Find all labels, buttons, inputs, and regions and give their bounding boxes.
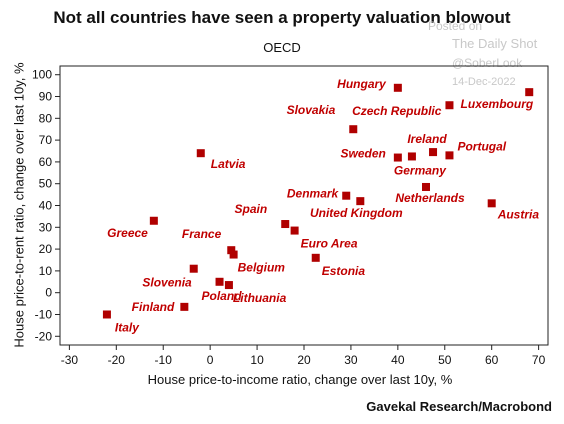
y-tick-label: 20 [39,242,53,256]
point-label-estonia: Estonia [322,264,366,278]
point-marker-finland [180,302,189,311]
watermark-posted: Posted on [428,19,483,33]
source-credit: Gavekal Research/Macrobond [366,399,552,414]
x-tick-label: 60 [485,353,499,367]
point-marker-czech-republic [445,101,454,110]
x-tick-label: 50 [438,353,452,367]
point-marker-slovakia [349,125,358,134]
point-label-portugal: Portugal [457,139,506,153]
y-tick-label: 60 [39,155,53,169]
point-label-netherlands: Netherlands [395,191,465,205]
point-marker-sweden [393,153,402,162]
x-axis-label: House price-to-income ratio, change over… [147,372,453,387]
point-marker-portugal [445,151,454,160]
point-label-united-kingdom: United Kingdom [310,206,403,220]
point-marker-luxembourg [525,88,534,97]
chart-subtitle: OECD [263,40,301,55]
point-label-france: France [182,227,222,241]
point-marker-belgium [229,250,238,259]
point-label-lithuania: Lithuania [233,291,287,305]
point-marker-france [227,246,236,255]
y-tick-label: 90 [39,90,53,104]
y-tick-label: -10 [35,307,53,321]
point-label-denmark: Denmark [287,187,340,201]
y-tick-label: 0 [45,286,52,300]
watermark-source: The Daily Shot [452,36,538,51]
point-label-belgium: Belgium [238,261,286,275]
point-label-austria: Austria [497,207,540,221]
chart-title: Not all countries have seen a property v… [53,8,511,27]
y-tick-label: -20 [35,329,53,343]
point-label-slovenia: Slovenia [142,276,192,290]
point-label-hungary: Hungary [337,77,387,91]
point-marker-netherlands [422,182,430,191]
y-tick-label: 70 [39,133,53,147]
point-label-czech-republic: Czech Republic [352,104,442,118]
point-label-finland: Finland [132,300,175,314]
y-tick-label: 40 [39,199,53,213]
point-marker-hungary [393,83,402,92]
y-tick-label: 10 [39,264,53,278]
x-tick-label: 30 [344,353,358,367]
point-label-slovakia: Slovakia [287,103,336,117]
point-marker-estonia [311,253,320,262]
point-marker-spain [281,220,290,229]
x-tick-label: 70 [532,353,546,367]
x-tick-label: 10 [250,353,264,367]
point-label-euro-area: Euro Area [301,237,358,251]
x-tick-label: -20 [108,353,126,367]
point-marker-greece [149,216,158,225]
point-marker-united-kingdom [356,197,365,206]
point-marker-latvia [196,149,205,158]
point-label-poland: Poland [202,289,243,303]
x-tick-label: 40 [391,353,405,367]
watermark-date: 14-Dec-2022 [452,76,516,88]
y-axis-label: House price-to-rent ratio, change over l… [11,62,27,348]
point-marker-austria [487,199,496,208]
x-tick-label: -10 [155,353,173,367]
y-tick-label: 100 [32,68,52,82]
point-marker-germany [407,152,416,161]
point-marker-poland [215,277,224,286]
point-marker-italy [102,310,111,319]
x-tick-label: 20 [297,353,311,367]
point-label-greece: Greece [107,226,148,240]
point-label-luxembourg: Luxembourg [461,97,534,111]
point-label-germany: Germany [394,163,447,177]
y-tick-label: 30 [39,220,53,234]
x-tick-label: -30 [61,353,79,367]
point-label-italy: Italy [115,320,140,334]
y-tick-label: 50 [39,177,53,191]
x-tick-label: 0 [207,353,214,367]
y-tick-label: 80 [39,111,53,125]
point-label-spain: Spain [235,202,268,216]
point-label-sweden: Sweden [340,147,385,161]
point-marker-lithuania [224,281,233,290]
point-marker-slovenia [189,264,198,273]
point-label-ireland: Ireland [407,132,447,146]
point-marker-ireland [429,148,438,157]
point-label-latvia: Latvia [211,157,246,171]
point-marker-denmark [342,191,351,200]
point-marker-euro-area [290,226,299,235]
